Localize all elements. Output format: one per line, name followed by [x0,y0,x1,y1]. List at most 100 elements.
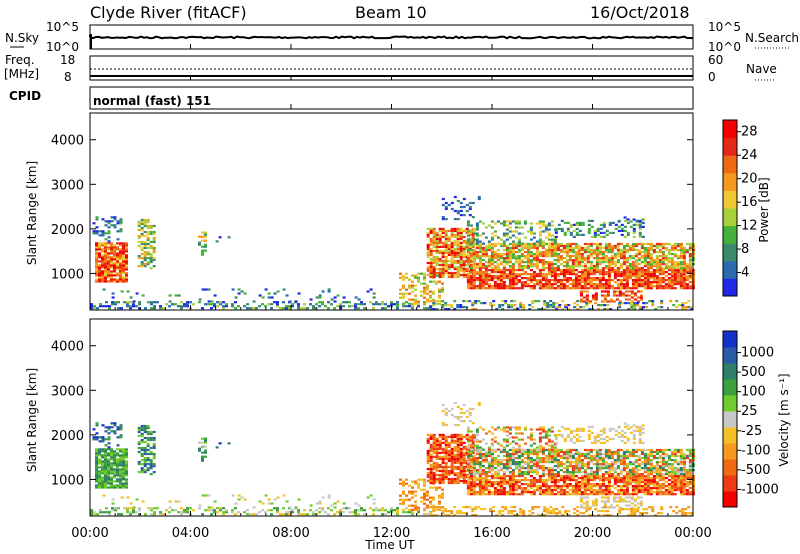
velocity-cell [113,454,116,457]
power-cell [619,275,623,278]
velocity-cell [411,504,414,507]
velocity-cell [535,465,539,468]
power-cell [640,257,644,260]
velocity-cell [140,434,144,438]
velocity-cell [143,440,147,444]
velocity-cell [568,463,572,466]
velocity-cell [496,469,500,472]
power-cell [122,270,125,273]
power-cell [264,288,268,291]
power-cell [511,240,515,243]
power-cell [664,267,668,270]
velocity-cell [104,452,107,455]
power-cell [441,304,445,307]
power-cell [598,246,602,250]
power-cell [550,275,554,278]
velocity-cell [514,489,518,492]
velocity-cell [396,507,399,510]
power-cell [543,308,547,311]
velocity-cell [496,483,500,486]
power-cell [606,294,610,297]
velocity-cell [520,467,524,470]
power-cell [565,255,569,258]
power-cell [438,271,442,275]
power-cell [571,259,575,262]
velocity-cell [306,513,309,516]
power-cell [538,283,542,286]
power-cell [484,281,488,284]
velocity-cell [354,509,357,512]
power-cell [146,224,150,228]
velocity-cell [441,437,445,440]
power-cell [481,275,485,278]
velocity-cell [508,491,512,494]
power-cell [526,263,530,266]
power-cell [544,273,548,276]
power-cell [562,277,566,280]
power-cell [585,304,589,307]
velocity-cell [303,513,306,516]
velocity-cell [592,473,596,476]
power-cell [435,280,438,283]
velocity-cell [526,448,530,452]
power-cell [450,233,454,236]
velocity-cell [679,481,683,484]
velocity-cell [137,426,141,430]
velocity-cell [366,496,370,499]
velocity-cell [119,476,122,479]
power-cell [122,248,125,251]
velocity-cell [426,453,430,456]
velocity-cell [571,477,575,480]
velocity-cell [499,463,503,466]
power-cell [435,259,439,263]
power-cell [453,249,457,252]
velocity-cell [107,436,111,439]
power-cell [601,255,605,258]
power-cell [613,246,617,250]
velocity-cell [146,444,150,448]
power-cell [402,305,405,308]
velocity-cell [405,498,408,501]
velocity-cell [565,457,569,460]
velocity-cell [556,452,560,456]
velocity-cell [550,475,554,478]
power-cell [140,248,144,252]
velocity-cell [502,493,506,496]
power-cell [511,248,515,252]
velocity-cell [396,511,399,514]
power-cell [600,294,604,297]
velocity-cell [450,469,454,473]
power-cell [685,283,689,286]
power-cell [119,230,123,233]
power-cell [444,251,448,254]
velocity-cell [514,487,518,490]
power-cell [646,263,650,266]
power-cell [532,283,536,286]
power-cell [588,302,592,305]
velocity-cell [210,513,213,516]
power-cell [583,246,587,250]
velocity-cell [113,486,116,489]
velocity-cell [643,477,647,480]
power-cell [556,257,560,260]
power-cell [655,277,659,280]
power-cell [598,269,602,272]
power-cell [535,273,539,276]
power-cell [622,275,626,278]
power-cell [297,307,300,310]
power-cell [441,241,445,244]
power-cell [682,281,686,284]
power-cell [137,228,141,232]
power-cell [469,281,473,284]
velocity-cell [101,424,105,427]
power-cell [116,272,119,275]
velocity-cell [556,485,560,488]
power-cell [679,257,683,260]
velocity-cell [595,467,599,470]
power-cell [550,246,554,250]
power-cell [120,290,124,293]
velocity-cell [583,469,587,472]
power-cell [639,290,643,293]
power-cell [469,248,473,252]
power-cell [466,259,470,262]
